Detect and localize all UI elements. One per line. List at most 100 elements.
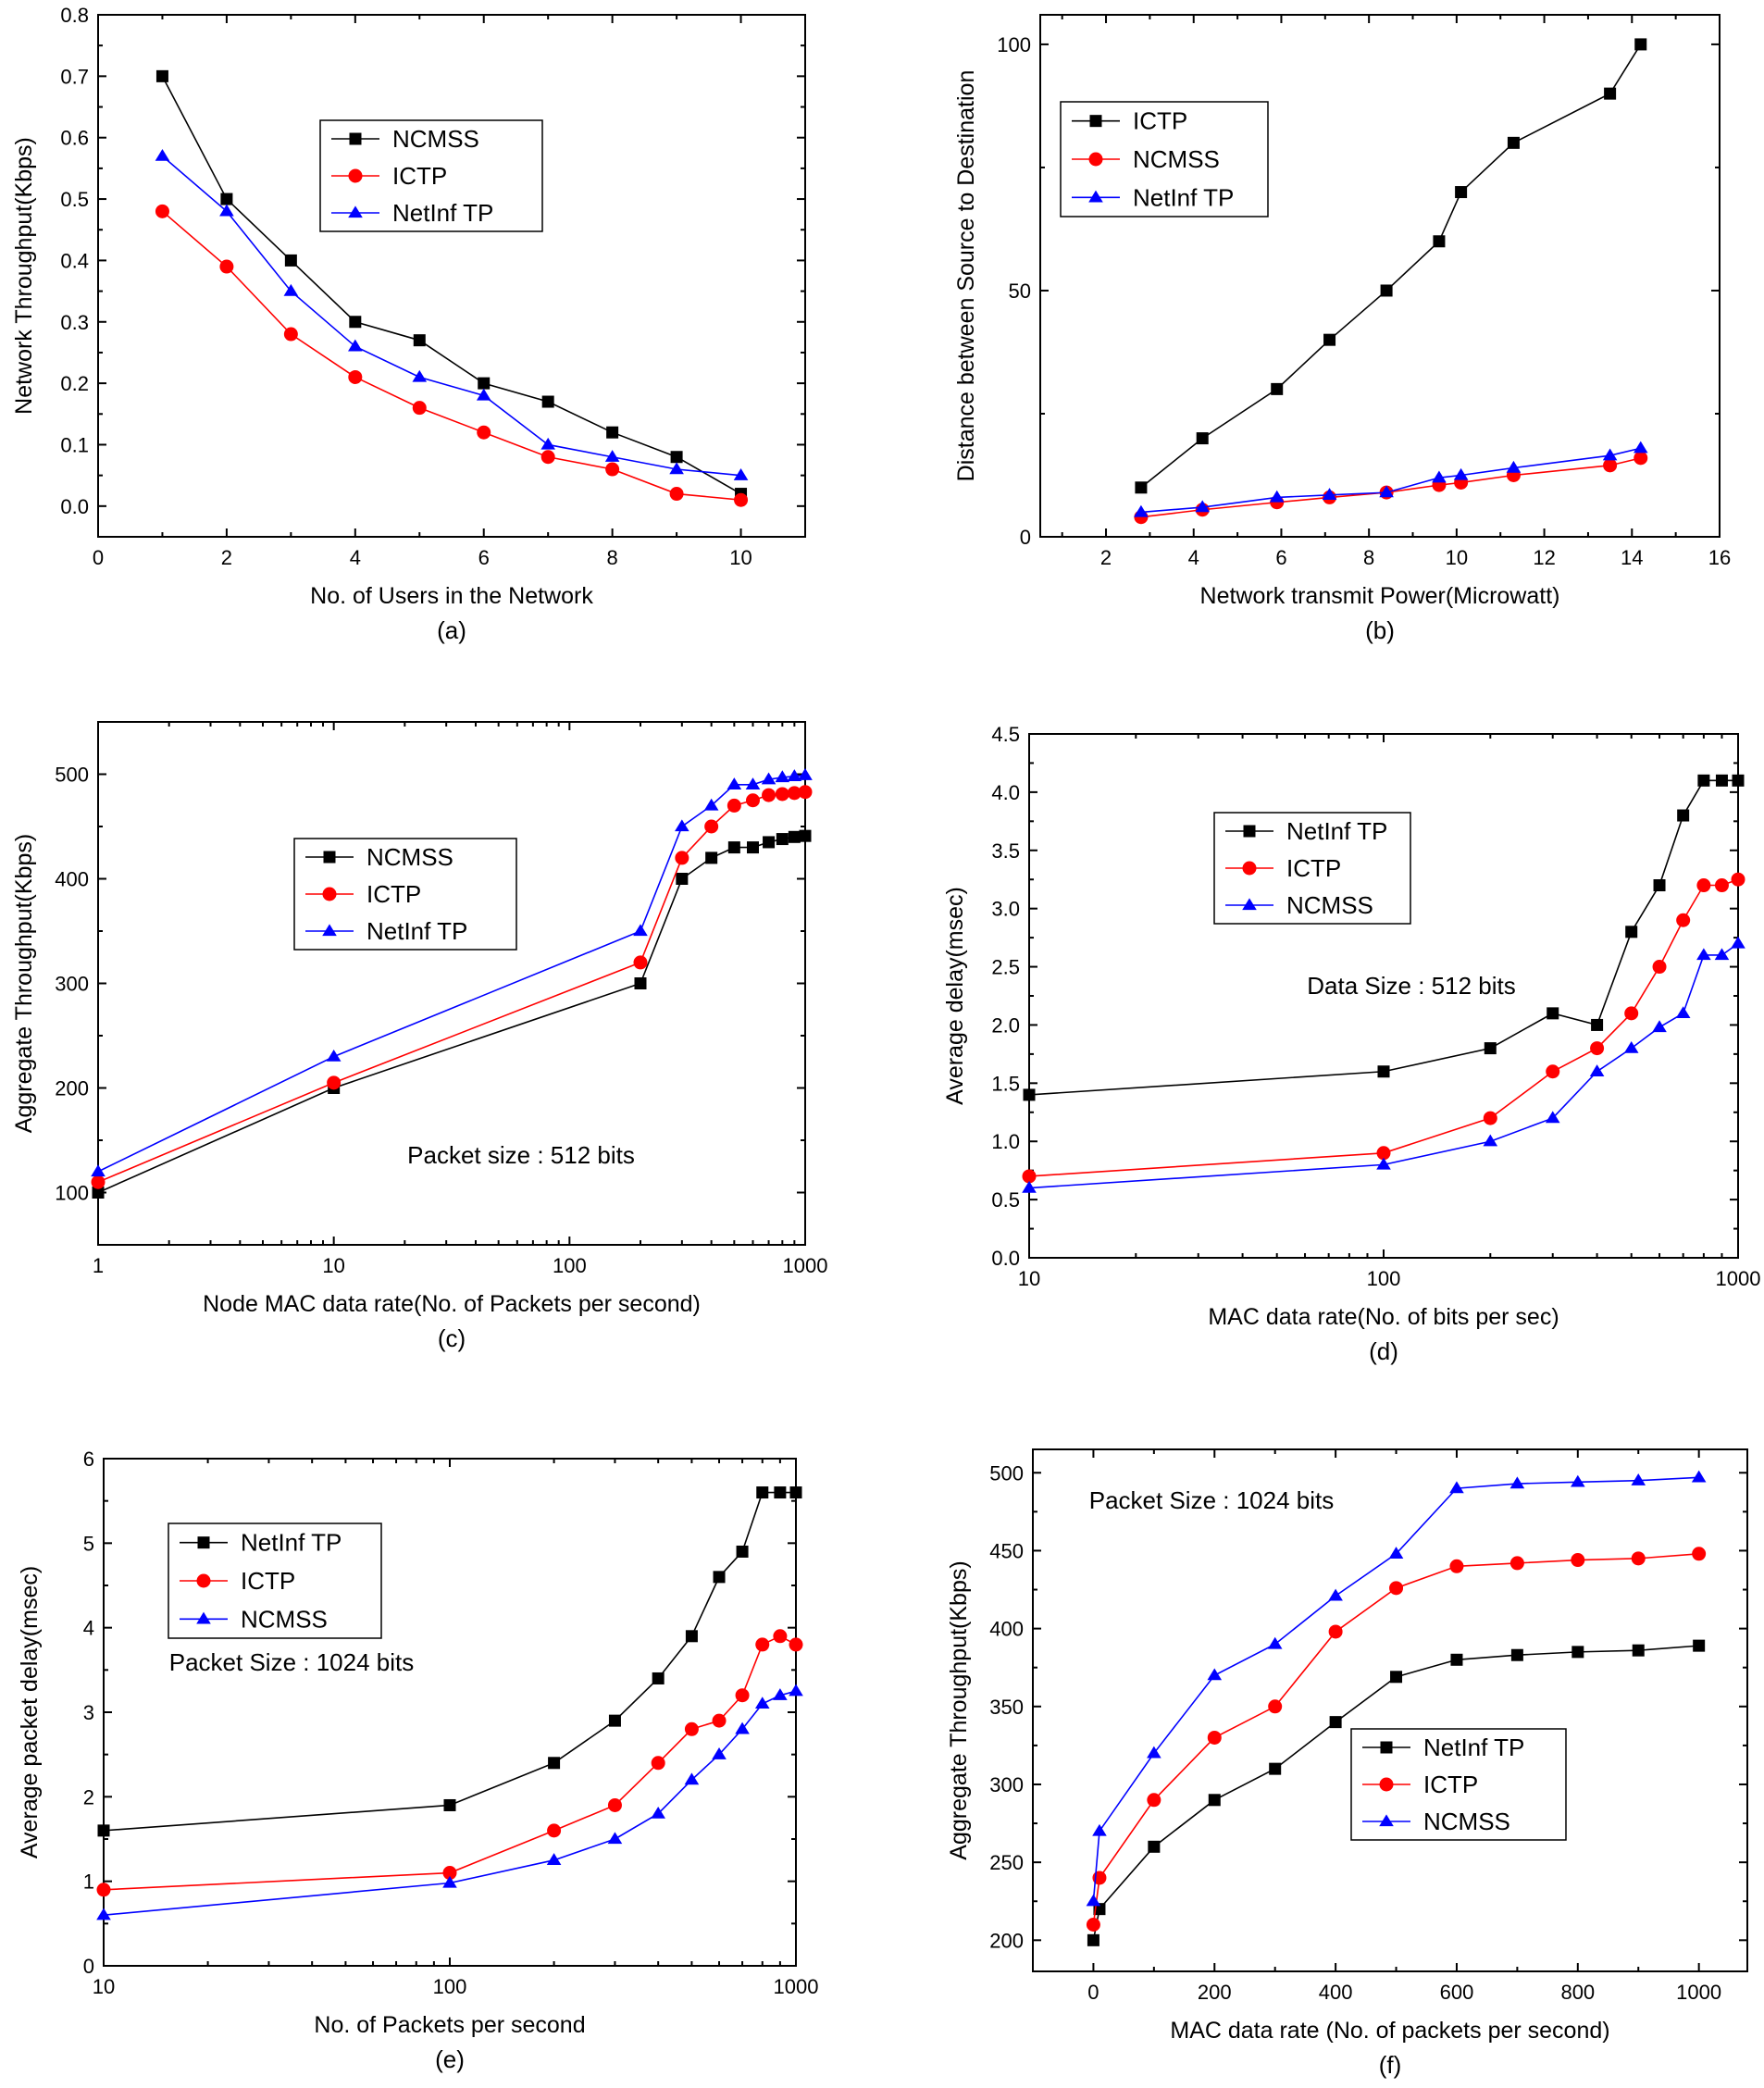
data-point [756, 1486, 769, 1499]
data-point [478, 377, 491, 390]
data-point [1377, 1065, 1390, 1078]
data-point [1433, 235, 1446, 248]
series-ictp [91, 785, 813, 1189]
data-point [727, 841, 740, 854]
data-point [1432, 470, 1447, 483]
y-tick-label: 0 [1020, 526, 1031, 549]
figure-caption: (f) [1379, 2051, 1402, 2079]
series-ictp [155, 204, 749, 507]
data-point [1086, 1917, 1100, 1932]
series-ncmss [1022, 936, 1745, 1193]
series-ncmss [92, 829, 812, 1199]
data-point [789, 1486, 802, 1499]
data-point [1208, 1794, 1221, 1807]
data-point [684, 1772, 700, 1785]
series-line [161, 210, 741, 501]
legend-label: NetInf TP [1133, 183, 1234, 211]
data-point [1483, 1134, 1498, 1147]
data-point [1390, 1671, 1403, 1684]
data-point [1087, 1933, 1099, 1946]
data-point [1379, 485, 1394, 498]
y-tick-label: 0.6 [60, 127, 89, 150]
data-point [1590, 1041, 1605, 1056]
x-tick-label: 800 [1560, 1981, 1595, 2004]
legend: ICTP NCMSS NetInf TP [1060, 101, 1269, 218]
x-axis-label: Network transmit Power(Microwatt) [1200, 583, 1560, 609]
x-tick-label: 600 [1440, 1981, 1474, 2004]
data-point [1147, 1793, 1162, 1808]
legend-marker [1089, 115, 1102, 128]
data-point [1696, 878, 1711, 893]
x-tick-label: 10 [93, 1975, 115, 1998]
y-axis-label: Aggregate Throughput(Kbps) [946, 1560, 972, 1859]
x-tick-label: 1000 [1716, 1267, 1761, 1290]
x-tick-label: 1000 [774, 1975, 819, 1998]
data-point [1086, 1894, 1101, 1907]
data-point [788, 830, 801, 843]
series-ictp [96, 1629, 803, 1897]
annotation: Packet size : 512 bits [407, 1141, 635, 1169]
series-line [1092, 1645, 1699, 1941]
series-ncmss [155, 69, 748, 501]
series-ictp [1022, 872, 1745, 1184]
annotation: Packet Size : 1024 bits [1089, 1486, 1334, 1514]
data-point [1693, 1639, 1706, 1652]
data-point [1148, 1840, 1161, 1853]
legend-label: NetInf TP [1286, 817, 1387, 845]
y-tick-label: 4.0 [991, 781, 1020, 804]
x-tick-label: 0 [1087, 1981, 1099, 2004]
data-point [727, 777, 742, 789]
data-point [546, 1853, 562, 1866]
data-point [1453, 467, 1469, 480]
data-point [96, 1883, 111, 1897]
data-point [703, 798, 719, 811]
x-tick-label: 10 [1018, 1267, 1040, 1290]
data-point [1653, 879, 1666, 892]
y-tick-label: 50 [1009, 280, 1031, 303]
y-tick-label: 100 [997, 33, 1031, 56]
series-netinf-tp [91, 767, 813, 1177]
data-point [1134, 504, 1149, 517]
data-point [652, 1672, 665, 1684]
series-line [1140, 447, 1641, 514]
chart-c: 1 10 100 1000 100 200 300 400 500 Node MAC data r… [11, 721, 827, 1352]
series-line [1092, 1553, 1699, 1925]
data-point [1714, 878, 1729, 893]
data-point [1450, 1653, 1463, 1666]
data-point [1268, 1699, 1283, 1714]
x-tick-label: 400 [1319, 1981, 1353, 2004]
data-point [1546, 1064, 1560, 1079]
data-point [547, 1823, 562, 1838]
x-tick-label: 14 [1621, 546, 1643, 569]
data-point [1675, 1006, 1691, 1019]
data-point [1545, 1111, 1560, 1124]
legend-marker [348, 168, 363, 183]
data-point [1483, 1111, 1497, 1125]
data-point [733, 467, 749, 480]
data-point [789, 1637, 803, 1652]
y-tick-label: 500 [55, 764, 89, 787]
chart-f: 0 200 400 600 800 1000 200 250 300 350 400 450 500 MA… [946, 1448, 1748, 2079]
legend-label: NCMSS [241, 1605, 328, 1633]
data-point [651, 1806, 665, 1819]
chart-d: 10 100 1000 0.0 0.5 1.0 1.5 2.0 2.5 3.0 3.5 4.0 4.5 M… [942, 723, 1760, 1365]
x-tick-label: 12 [1533, 546, 1555, 569]
data-point [684, 1721, 699, 1736]
legend-marker [322, 887, 337, 901]
y-tick-label: 200 [989, 1929, 1024, 1952]
data-point [676, 873, 689, 885]
x-tick-label: 0 [93, 546, 104, 569]
y-tick-label: 1.0 [991, 1130, 1020, 1153]
y-tick-label: 0 [83, 1955, 94, 1978]
data-point [1449, 1481, 1464, 1494]
legend: NetInf TP ICTP NCMSS [1213, 812, 1411, 925]
data-point [540, 437, 555, 450]
data-point [540, 450, 555, 465]
x-tick-label: 10 [322, 1254, 344, 1277]
y-tick-label: 4 [83, 1617, 94, 1640]
legend-label: NetInf TP [392, 199, 493, 227]
y-tick-label: 350 [989, 1696, 1024, 1719]
data-point [789, 1684, 803, 1696]
data-point [1329, 1716, 1342, 1729]
legend: NCMSS ICTP NetInf TP [293, 838, 517, 951]
